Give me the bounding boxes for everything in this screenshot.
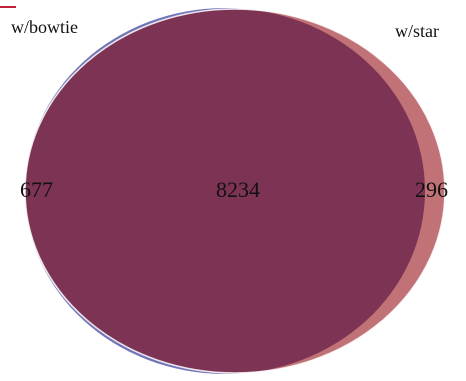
set-b-only-count: 296	[415, 177, 448, 202]
corner-accent-mark	[0, 6, 16, 8]
intersection-count: 8234	[216, 177, 260, 202]
set-a-only-count: 677	[20, 177, 53, 202]
intersection-region	[25, 9, 425, 373]
set-a-label: w/bowtie	[11, 17, 78, 37]
set-b-label: w/star	[395, 21, 439, 41]
set-b-outline	[24, 8, 446, 374]
